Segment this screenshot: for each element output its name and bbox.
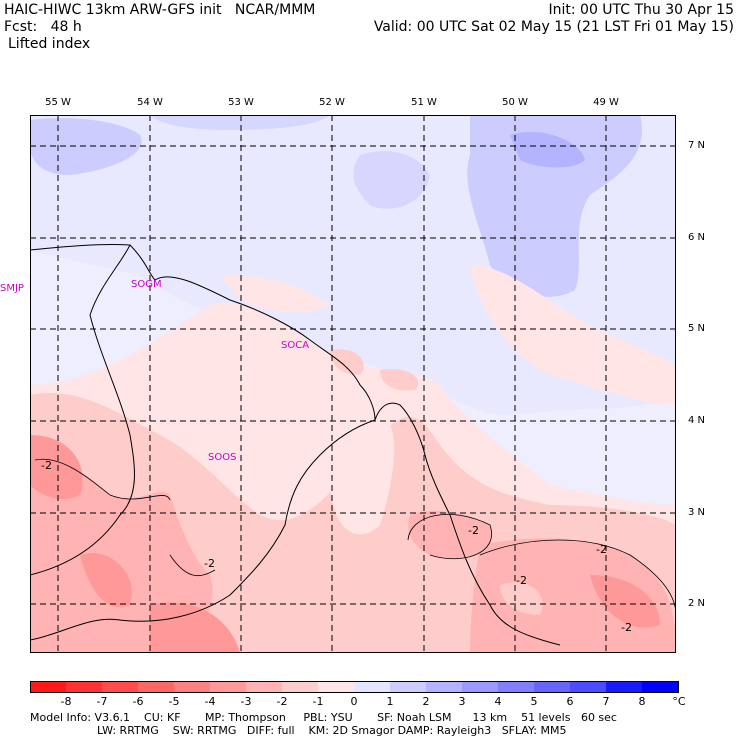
lat-label: 3 N bbox=[688, 507, 706, 518]
contour-line bbox=[34, 458, 171, 501]
lat-label: 7 N bbox=[688, 140, 706, 151]
lat-label: 4 N bbox=[688, 415, 706, 426]
colorbar-tick-label: 1 bbox=[386, 695, 394, 708]
contour-line bbox=[169, 554, 216, 577]
map-frame bbox=[30, 115, 676, 653]
colorbar-tick-label: 6 bbox=[566, 695, 574, 708]
stable-patch bbox=[353, 151, 430, 209]
stable-patch bbox=[150, 115, 330, 130]
lon-label: 52 W bbox=[319, 97, 345, 108]
border-line bbox=[30, 244, 135, 576]
lon-label: 51 W bbox=[411, 97, 437, 108]
colorbar-tick-label: -1 bbox=[312, 695, 324, 708]
colorbar-tick-label: 5 bbox=[530, 695, 538, 708]
colorbar-cell bbox=[642, 681, 679, 693]
contour-label: -2 bbox=[596, 543, 607, 556]
unstable-core bbox=[150, 602, 240, 653]
contour-label: -2 bbox=[204, 557, 215, 570]
colorbar-unit: °C bbox=[672, 695, 686, 708]
unstable-patch bbox=[220, 275, 330, 312]
valid-time: Valid: 00 UTC Sat 02 May 15 (21 LST Fri … bbox=[373, 19, 734, 35]
lat-label: 2 N bbox=[688, 598, 706, 609]
colorbar-tick-label: -2 bbox=[276, 695, 288, 708]
lat-label: 5 N bbox=[688, 323, 706, 334]
contour-label: -2 bbox=[621, 621, 632, 634]
unstable-patch bbox=[500, 582, 543, 615]
lat-label: 6 N bbox=[688, 232, 706, 243]
stable-patch bbox=[467, 115, 642, 297]
border-line bbox=[30, 419, 376, 641]
unstable-core bbox=[590, 575, 660, 628]
unstable-strong bbox=[470, 538, 676, 653]
lon-label: 49 W bbox=[593, 97, 619, 108]
lon-label: 50 W bbox=[502, 97, 528, 108]
unstable-patch bbox=[330, 349, 364, 375]
station-label: SOGM bbox=[131, 279, 162, 290]
contour-line bbox=[407, 513, 492, 560]
model-info-line1: Model Info: V3.6.1 CU: KF MP: Thompson P… bbox=[30, 711, 617, 724]
colorbar-tick-label: -5 bbox=[168, 695, 180, 708]
model-info-line2: LW: RRTMG SW: RRTMG DIFF: full KM: 2D Sm… bbox=[97, 724, 567, 737]
colorbar-tick-label: -7 bbox=[96, 695, 108, 708]
init-time: Init: 00 UTC Thu 30 Apr 15 bbox=[548, 2, 734, 18]
contour-label: -2 bbox=[516, 574, 527, 587]
colorbar-tick-label: 2 bbox=[422, 695, 430, 708]
contour-line bbox=[479, 539, 676, 616]
unstable-core bbox=[80, 553, 132, 608]
station-label: SMJP bbox=[0, 283, 24, 294]
contour-label: -2 bbox=[468, 524, 479, 537]
coastline bbox=[30, 243, 561, 646]
lon-label: 55 W bbox=[45, 97, 71, 108]
unstable-strong bbox=[408, 510, 492, 559]
colorbar-frame bbox=[30, 681, 678, 693]
field-name: Lifted index bbox=[8, 36, 91, 52]
lifted-index-map bbox=[30, 115, 676, 653]
graticule bbox=[30, 115, 676, 653]
colorbar-tick-label: 4 bbox=[494, 695, 502, 708]
colorbar-tick-label: -6 bbox=[132, 695, 144, 708]
unstable-patch bbox=[470, 265, 676, 405]
contour-label: -2 bbox=[41, 459, 52, 472]
station-label: SOOS bbox=[208, 452, 237, 463]
unstable-strong bbox=[30, 435, 83, 500]
forecast-hour: Fcst: 48 h bbox=[4, 19, 82, 35]
colorbar-tick-label: 8 bbox=[638, 695, 646, 708]
colorbar-tick-label: 3 bbox=[458, 695, 466, 708]
colorbar-tick-label: 7 bbox=[602, 695, 610, 708]
colorbar-tick-label: -8 bbox=[60, 695, 72, 708]
stable-core bbox=[510, 131, 585, 168]
station-label: SOCA bbox=[281, 340, 310, 351]
unstable-patch bbox=[330, 425, 395, 535]
colorbar-tick-label: 0 bbox=[350, 695, 358, 708]
model-title: HAIC-HIWC 13km ARW-GFS init NCAR/MMM bbox=[4, 2, 316, 18]
colorbar-tick-label: -3 bbox=[240, 695, 252, 708]
lon-label: 53 W bbox=[228, 97, 254, 108]
unstable-patch bbox=[380, 369, 419, 391]
lon-label: 54 W bbox=[137, 97, 163, 108]
colorbar-tick-label: -4 bbox=[204, 695, 216, 708]
